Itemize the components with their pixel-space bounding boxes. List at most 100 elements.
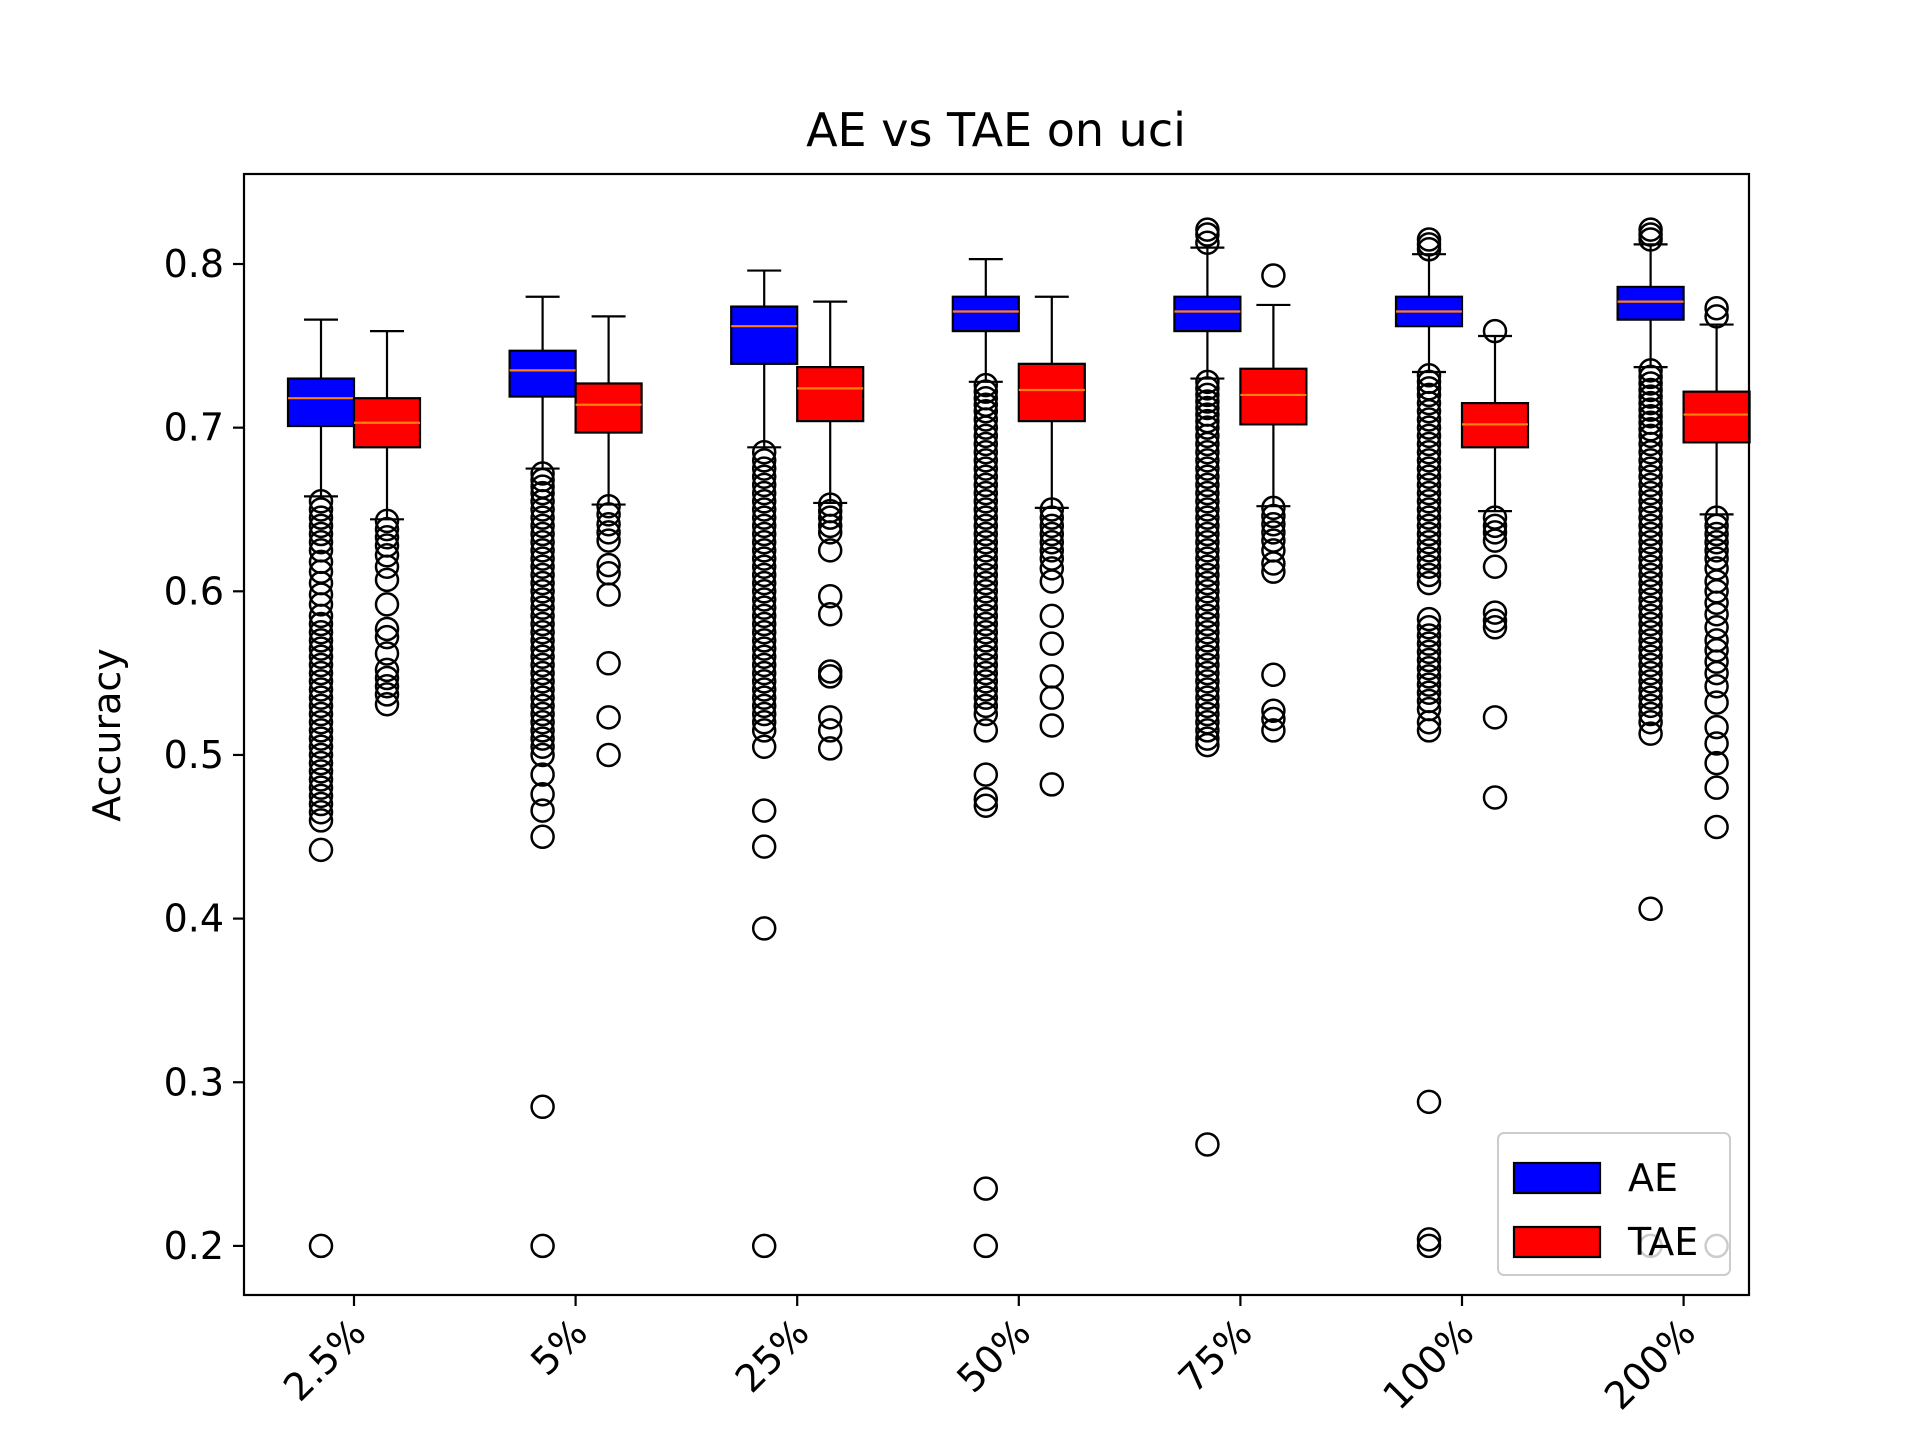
- outlier-point: [374, 508, 400, 534]
- outlier-point: [308, 775, 334, 800]
- tae-box-6: [1460, 318, 1530, 810]
- outlier-point: [751, 685, 777, 710]
- outlier-point: [1039, 772, 1065, 797]
- outlier-point: [1039, 631, 1065, 656]
- outlier-point: [374, 554, 400, 580]
- x-tick-label: 200%: [1596, 1310, 1704, 1418]
- outlier-point: [1195, 628, 1220, 653]
- outlier-point: [308, 791, 334, 817]
- legend-swatch-ae: [1512, 1161, 1602, 1195]
- outlier-point: [1482, 608, 1508, 634]
- outlier-point: [530, 480, 555, 506]
- outlier-point: [751, 554, 777, 580]
- outlier-point: [1416, 390, 1442, 416]
- outlier-point: [973, 628, 999, 653]
- outlier-point: [1704, 529, 1729, 555]
- outlier-point: [973, 619, 999, 645]
- outlier-point: [751, 709, 777, 735]
- outlier-point: [1638, 685, 1663, 710]
- outlier-point: [751, 521, 777, 547]
- outlier-point: [1638, 636, 1663, 661]
- outlier-point: [1195, 570, 1220, 596]
- x-tick-label: 2.5%: [275, 1310, 374, 1409]
- outlier-point: [1704, 513, 1729, 539]
- outlier-point: [1195, 669, 1220, 694]
- outlier-point: [308, 489, 334, 514]
- outlier-point: [1416, 513, 1442, 539]
- outlier-point: [1482, 705, 1508, 730]
- box-iqr: [951, 295, 1020, 333]
- ae-box-3: [730, 269, 799, 1259]
- outlier-point: [1704, 750, 1729, 776]
- outlier-point: [1039, 603, 1065, 629]
- outlier-point: [973, 587, 999, 612]
- tae-box-3: [796, 300, 865, 761]
- outlier-point: [596, 705, 621, 730]
- outlier-point: [530, 554, 555, 580]
- outlier-point: [1195, 611, 1220, 637]
- outlier-point: [1195, 489, 1220, 514]
- outlier-point: [530, 669, 555, 694]
- outlier-point: [973, 415, 999, 440]
- outlier-point: [973, 611, 999, 637]
- outlier-point: [1039, 529, 1065, 555]
- outlier-point: [751, 693, 777, 719]
- outlier-point: [530, 619, 555, 645]
- outlier-point: [308, 685, 334, 710]
- legend-swatch-tae: [1512, 1225, 1602, 1259]
- outlier-point: [817, 736, 843, 761]
- outlier-point: [1039, 521, 1065, 547]
- y-tick-label: 0.2: [164, 1224, 224, 1268]
- outlier-point: [973, 677, 999, 702]
- y-axis: 0.2 0.3 0.4 0.5 0.6 0.7 0.8: [164, 242, 244, 1268]
- outlier-point: [1039, 569, 1065, 594]
- outlier-point: [751, 718, 777, 743]
- outlier-point: [1638, 505, 1663, 530]
- outlier-point: [530, 726, 555, 751]
- box-iqr: [1239, 367, 1308, 426]
- outlier-point: [1416, 554, 1442, 580]
- outlier-point: [751, 570, 777, 596]
- y-tick-label: 0.8: [164, 242, 224, 286]
- outlier-point: [530, 762, 555, 787]
- outlier-point: [1416, 672, 1442, 697]
- outlier-point: [1416, 1227, 1442, 1252]
- legend: AE TAE: [1497, 1132, 1731, 1276]
- outlier-point: [530, 603, 555, 629]
- outlier-point: [1039, 713, 1065, 738]
- outlier-point: [1195, 529, 1220, 555]
- outlier-point: [1261, 718, 1286, 743]
- outlier-point: [973, 595, 999, 620]
- outlier-point: [1195, 693, 1220, 719]
- outlier-point: [1195, 389, 1220, 414]
- outlier-point: [374, 616, 400, 642]
- outlier-point: [1638, 721, 1663, 746]
- outlier-point: [530, 538, 555, 563]
- outlier-point: [308, 497, 334, 522]
- outlier-point: [308, 628, 334, 653]
- outlier-point: [1261, 698, 1286, 724]
- outlier-point: [1195, 521, 1220, 547]
- outlier-point: [1704, 505, 1729, 530]
- outlier-point: [817, 513, 843, 539]
- outlier-point: [751, 546, 777, 571]
- outlier-point: [374, 691, 400, 717]
- outlier-point: [374, 624, 400, 650]
- outlier-point: [751, 834, 777, 859]
- outlier-point: [1638, 529, 1663, 555]
- outlier-point: [1638, 693, 1663, 719]
- outlier-point: [1638, 423, 1663, 449]
- outlier-point: [1195, 732, 1220, 758]
- outlier-point: [1416, 472, 1442, 498]
- outlier-point: [1638, 652, 1663, 678]
- outlier-point: [1195, 636, 1220, 661]
- outlier-point: [1416, 439, 1442, 465]
- outlier-point: [1416, 456, 1442, 481]
- outlier-point: [1704, 660, 1729, 686]
- outlier-point: [596, 651, 621, 676]
- outlier-point: [751, 439, 777, 465]
- outlier-point: [817, 664, 843, 689]
- outlier-point: [973, 505, 999, 530]
- x-axis: 2.5% 5% 25% 50% 75% 100% 200%: [275, 1295, 1704, 1418]
- box-layer: [286, 217, 1751, 1259]
